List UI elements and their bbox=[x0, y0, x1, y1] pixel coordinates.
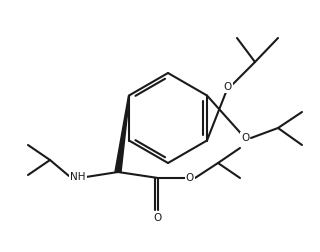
Polygon shape bbox=[115, 96, 130, 172]
Text: O: O bbox=[224, 82, 232, 92]
Text: O: O bbox=[154, 213, 162, 223]
Text: O: O bbox=[241, 133, 249, 143]
Text: O: O bbox=[186, 173, 194, 183]
Text: NH: NH bbox=[70, 172, 86, 182]
